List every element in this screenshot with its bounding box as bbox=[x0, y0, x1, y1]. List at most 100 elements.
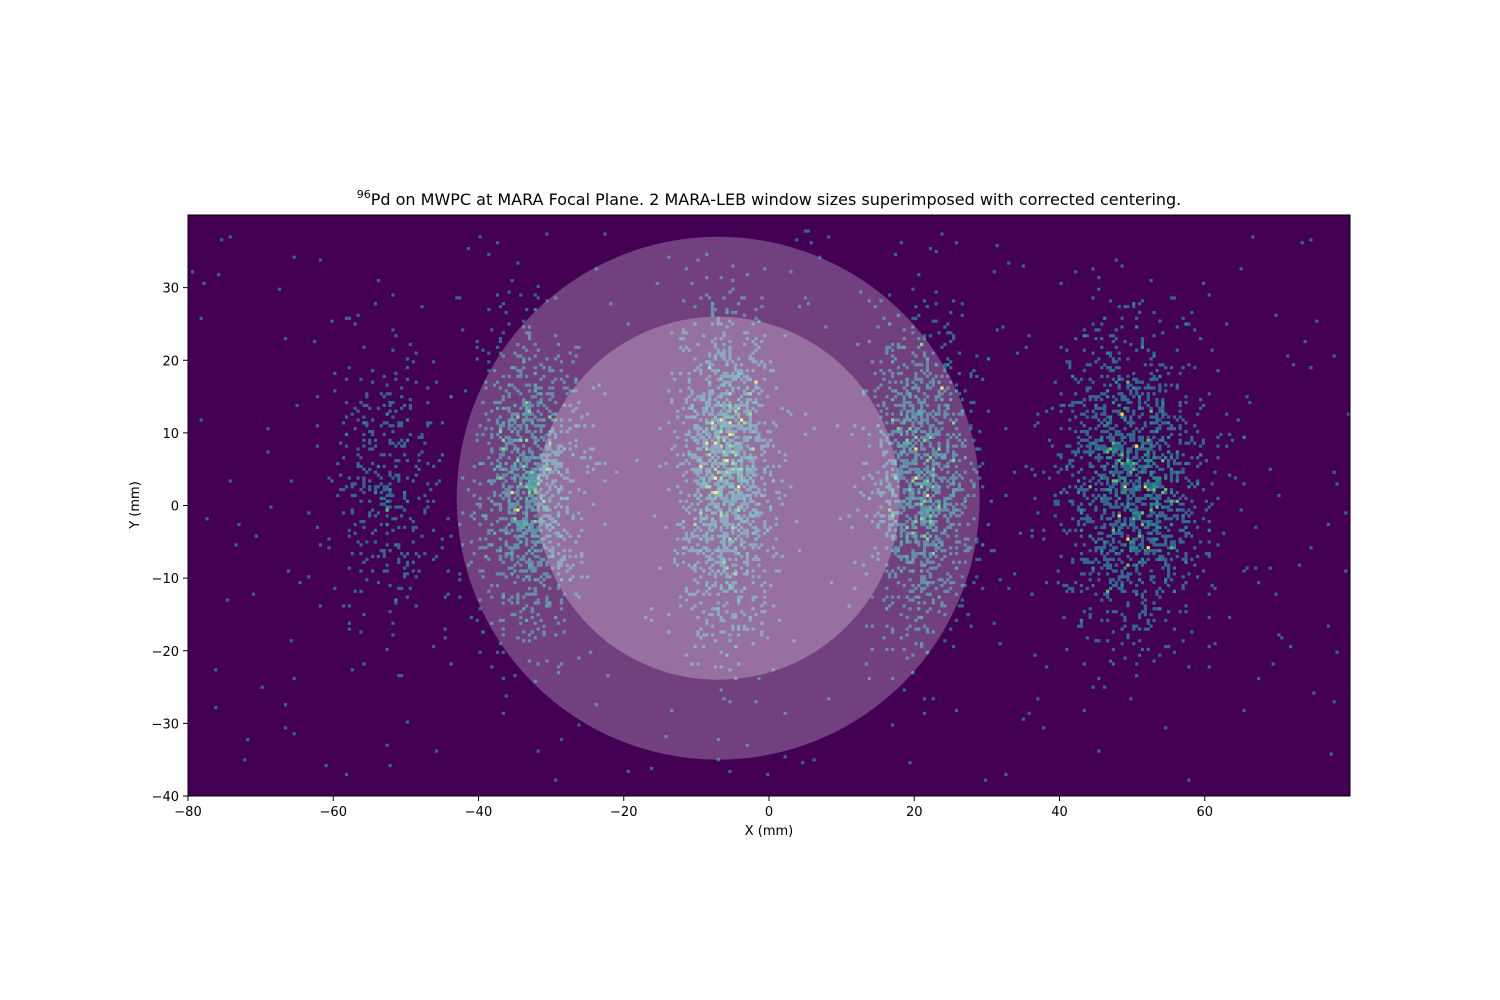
heatmap-bin bbox=[937, 464, 941, 469]
heatmap-bin bbox=[1161, 554, 1165, 559]
heatmap-bin bbox=[556, 563, 561, 567]
heatmap-bin bbox=[920, 575, 924, 579]
heatmap-bin bbox=[516, 575, 520, 579]
heatmap-bin bbox=[760, 389, 764, 393]
heatmap-bin bbox=[1056, 499, 1060, 503]
heatmap-bin bbox=[524, 569, 529, 573]
heatmap-bin bbox=[737, 485, 741, 489]
heatmap-bin bbox=[1193, 563, 1197, 567]
heatmap-bin bbox=[748, 522, 752, 527]
heatmap-bin bbox=[510, 467, 514, 471]
heatmap-bin bbox=[556, 488, 561, 492]
heatmap-bin bbox=[551, 566, 555, 570]
heatmap-bin bbox=[519, 435, 523, 439]
heatmap-bin bbox=[1111, 450, 1115, 454]
heatmap-bin bbox=[376, 278, 381, 283]
heatmap-bin bbox=[888, 488, 892, 492]
heatmap-bin bbox=[716, 322, 720, 326]
heatmap-bin bbox=[911, 360, 915, 364]
heatmap-bin bbox=[687, 592, 691, 596]
heatmap-bin bbox=[722, 374, 726, 378]
heatmap-bin bbox=[1146, 383, 1150, 387]
heatmap-bin bbox=[1135, 563, 1139, 567]
heatmap-bin bbox=[737, 470, 741, 474]
heatmap-bin bbox=[1076, 522, 1081, 527]
heatmap-bin bbox=[1079, 583, 1084, 588]
heatmap-bin bbox=[751, 482, 755, 486]
heatmap-bin bbox=[716, 554, 720, 559]
heatmap-bin bbox=[1286, 354, 1290, 358]
heatmap-bin bbox=[885, 546, 889, 550]
heatmap-bin bbox=[1143, 482, 1147, 486]
heatmap-bin bbox=[742, 296, 747, 300]
heatmap-bin bbox=[954, 453, 959, 457]
heatmap-bin bbox=[954, 470, 959, 474]
heatmap-bin bbox=[1103, 522, 1107, 527]
heatmap-bin bbox=[1135, 511, 1139, 515]
heatmap-bin bbox=[914, 627, 918, 631]
heatmap-bin bbox=[763, 470, 767, 474]
heatmap-bin bbox=[522, 595, 526, 599]
heatmap-bin bbox=[1155, 441, 1159, 445]
heatmap-bin bbox=[917, 511, 921, 515]
heatmap-bin bbox=[754, 398, 758, 402]
heatmap-bin bbox=[687, 505, 691, 509]
heatmap-bin bbox=[728, 522, 732, 527]
heatmap-bin bbox=[922, 520, 927, 524]
heatmap-bin bbox=[1149, 447, 1153, 451]
heatmap-bin bbox=[1091, 560, 1095, 564]
heatmap-bin bbox=[745, 743, 749, 747]
heatmap-bin bbox=[350, 508, 354, 512]
heatmap-bin bbox=[920, 569, 924, 573]
heatmap-bin bbox=[495, 473, 500, 477]
heatmap-bin bbox=[1146, 551, 1150, 556]
heatmap-bin bbox=[731, 377, 735, 381]
heatmap-bin bbox=[574, 540, 578, 544]
heatmap-bin bbox=[1140, 546, 1145, 550]
heatmap-bin bbox=[516, 534, 520, 538]
heatmap-bin bbox=[719, 618, 723, 622]
heatmap-bin bbox=[400, 673, 404, 678]
heatmap-bin bbox=[952, 479, 956, 483]
heatmap-bin bbox=[1236, 418, 1240, 422]
heatmap-bin bbox=[879, 409, 883, 413]
heatmap-bin bbox=[1149, 612, 1153, 617]
heatmap-bin bbox=[533, 531, 537, 535]
heatmap-bin bbox=[318, 543, 322, 547]
heatmap-bin bbox=[949, 581, 953, 585]
heatmap-bin bbox=[1079, 444, 1084, 448]
heatmap-bin bbox=[362, 485, 366, 489]
heatmap-bin bbox=[931, 435, 935, 439]
heatmap-bin bbox=[1155, 421, 1159, 425]
heatmap-bin bbox=[414, 473, 418, 477]
heatmap-bin bbox=[1210, 482, 1214, 486]
heatmap-bin bbox=[1135, 517, 1139, 521]
heatmap-bin bbox=[952, 490, 956, 495]
heatmap-bin bbox=[742, 514, 747, 518]
heatmap-bin bbox=[1126, 447, 1130, 451]
heatmap-bin bbox=[713, 583, 717, 588]
heatmap-bin bbox=[710, 557, 715, 561]
heatmap-bin bbox=[899, 470, 903, 474]
heatmap-bin bbox=[920, 615, 924, 620]
heatmap-bin bbox=[356, 464, 360, 469]
heatmap-bin bbox=[920, 415, 924, 419]
heatmap-bin bbox=[1103, 540, 1107, 544]
heatmap-bin bbox=[978, 429, 982, 434]
heatmap-bin bbox=[954, 592, 959, 596]
heatmap-bin bbox=[670, 331, 674, 335]
heatmap-bin bbox=[876, 325, 880, 329]
heatmap-bin bbox=[359, 520, 363, 524]
heatmap-bin bbox=[931, 424, 935, 428]
heatmap-bin bbox=[795, 238, 799, 242]
heatmap-bin bbox=[731, 586, 735, 591]
heatmap-bin bbox=[554, 467, 558, 471]
heatmap-bin bbox=[1129, 424, 1133, 428]
heatmap-bin bbox=[943, 456, 947, 460]
heatmap-bin bbox=[760, 360, 764, 364]
heatmap-bin bbox=[911, 493, 915, 498]
heatmap-bin bbox=[896, 429, 901, 434]
heatmap-bin bbox=[937, 403, 941, 408]
heatmap-bin bbox=[745, 464, 749, 469]
heatmap-bin bbox=[710, 363, 715, 367]
